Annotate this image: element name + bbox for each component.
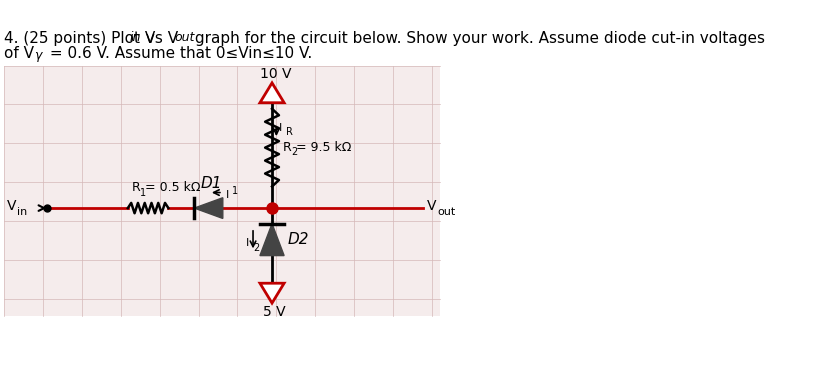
Text: = 0.6 V. Assume that 0≤Vin≤10 V.: = 0.6 V. Assume that 0≤Vin≤10 V. (45, 46, 312, 61)
Polygon shape (260, 83, 284, 103)
Text: graph for the circuit below. Show your work. Assume diode cut-in voltages: graph for the circuit below. Show your w… (190, 31, 765, 46)
Text: 10 V: 10 V (260, 67, 292, 81)
Text: = 9.5 kΩ: = 9.5 kΩ (296, 141, 351, 154)
Bar (4, 65, 441, 316)
Text: D1: D1 (201, 176, 222, 191)
Text: 2: 2 (253, 243, 260, 253)
Text: in: in (17, 207, 28, 218)
Polygon shape (260, 283, 284, 303)
Polygon shape (194, 198, 223, 218)
Text: = 0.5 kΩ: = 0.5 kΩ (145, 181, 201, 194)
Text: in: in (129, 31, 141, 44)
Text: vs V: vs V (141, 31, 178, 46)
Text: 2: 2 (291, 147, 297, 157)
Text: I: I (247, 238, 249, 249)
Text: V: V (427, 200, 436, 213)
Text: 4. (25 points) Plot V: 4. (25 points) Plot V (4, 31, 156, 46)
Text: 5 V: 5 V (264, 305, 286, 319)
Text: R: R (131, 181, 140, 194)
Text: R: R (283, 141, 291, 154)
Text: V: V (7, 200, 16, 213)
Text: 1: 1 (140, 188, 146, 198)
Polygon shape (260, 223, 284, 256)
Text: of V: of V (4, 46, 34, 61)
Text: 1: 1 (233, 186, 238, 196)
Text: R: R (286, 127, 292, 137)
Text: I: I (279, 123, 283, 133)
Text: out: out (174, 31, 195, 44)
Text: γ: γ (34, 49, 42, 62)
Text: I: I (225, 190, 229, 200)
Text: D2: D2 (287, 232, 309, 247)
Text: out: out (437, 207, 455, 218)
